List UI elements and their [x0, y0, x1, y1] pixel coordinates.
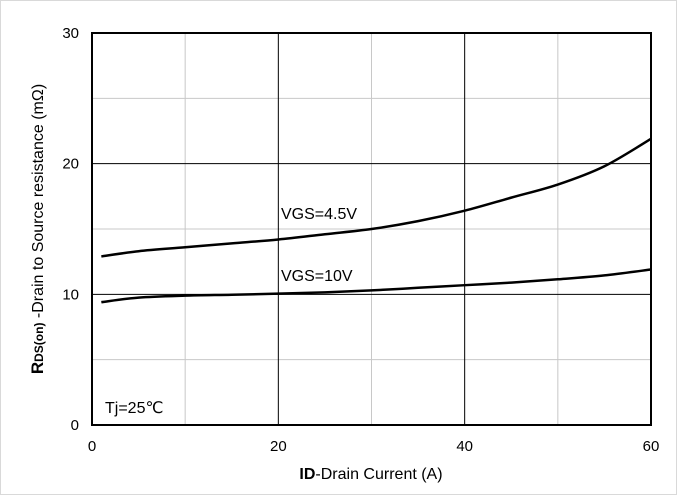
- x-axis-title: ID-Drain Current (A): [299, 466, 442, 483]
- y-tick-label: 10: [62, 286, 79, 303]
- x-tick-label: 0: [88, 438, 96, 455]
- x-tick-labels: 0 20 40 60: [88, 438, 660, 455]
- y-tick-label: 0: [71, 417, 79, 434]
- y-axis-title-rest: -Drain to Source resistance (mΩ): [30, 84, 47, 323]
- x-tick-label: 20: [270, 438, 287, 455]
- y-axis-title-subscript: DS(on): [32, 323, 46, 362]
- x-tick-label: 40: [456, 438, 473, 455]
- y-axis-title-main: R: [28, 362, 47, 374]
- series-line-0: [101, 137, 652, 258]
- series-layer: [101, 137, 652, 304]
- series-label-vgs-4-5v: VGS=4.5V: [281, 206, 357, 223]
- series-label-vgs-10v: VGS=10V: [281, 268, 353, 285]
- y-tick-labels: 0 10 20 30: [62, 25, 79, 434]
- x-axis-title-rest: -Drain Current (A): [315, 466, 442, 483]
- y-axis-title: RDS(on) -Drain to Source resistance (mΩ): [28, 84, 47, 374]
- major-gridlines: [92, 33, 651, 425]
- temperature-annotation: Tj=25℃: [105, 400, 163, 417]
- y-tick-label: 20: [62, 156, 79, 173]
- x-tick-label: 60: [643, 438, 660, 455]
- x-axis-title-bold: ID: [299, 466, 315, 483]
- y-tick-label: 30: [62, 25, 79, 42]
- series-line-1: [101, 268, 652, 304]
- plot-area-border: [91, 32, 652, 426]
